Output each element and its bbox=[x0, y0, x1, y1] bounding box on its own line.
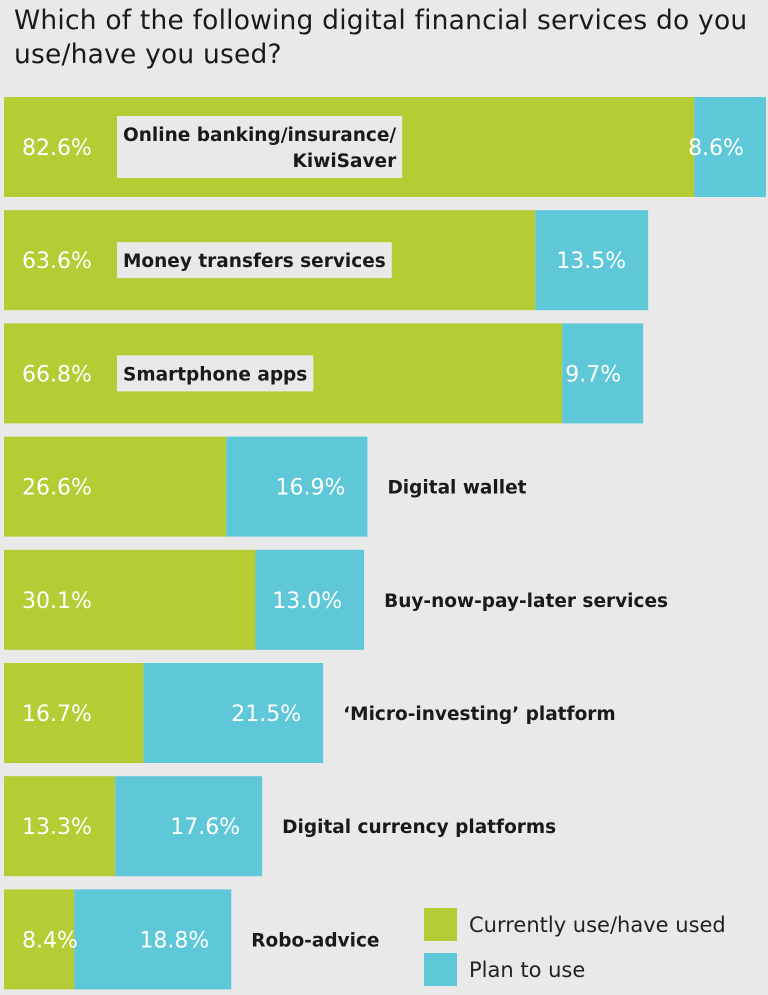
bar-current-digital-wallet bbox=[4, 436, 227, 537]
svg-text:Digital currency platforms: Digital currency platforms bbox=[282, 817, 556, 838]
bar-plan-smartphone-apps bbox=[562, 323, 644, 424]
svg-text:Buy-now-pay-later services: Buy-now-pay-later services bbox=[384, 591, 668, 612]
category-label-robo-advice: Robo-advice bbox=[251, 930, 379, 951]
value-label-plan-micro-investing-platform: 21.5% bbox=[231, 702, 301, 727]
legend: Currently use/have used Plan to use bbox=[424, 902, 726, 992]
value-label-plan-robo-advice: 18.8% bbox=[139, 928, 209, 953]
category-label-buy-now-pay-later-services: Buy-now-pay-later services bbox=[384, 591, 668, 612]
svg-text:Money transfers services: Money transfers services bbox=[123, 251, 386, 272]
value-label-current-smartphone-apps: 66.8% bbox=[22, 362, 92, 387]
legend-swatch-current bbox=[424, 908, 457, 941]
bar-plan-robo-advice bbox=[74, 889, 232, 990]
category-label-money-transfers-services: Money transfers services bbox=[117, 242, 392, 279]
value-label-current-buy-now-pay-later-services: 30.1% bbox=[22, 589, 92, 614]
value-label-plan-online-banking-insurance-kiwisaver: 8.6% bbox=[688, 136, 744, 161]
bar-current-digital-currency-platforms bbox=[4, 776, 116, 877]
bar-plan-digital-currency-platforms bbox=[115, 776, 263, 877]
legend-label-plan: Plan to use bbox=[469, 957, 586, 982]
category-label-digital-wallet: Digital wallet bbox=[387, 478, 526, 499]
value-label-plan-digital-currency-platforms: 17.6% bbox=[170, 815, 240, 840]
legend-swatch-plan bbox=[424, 953, 457, 986]
bar-plan-money-transfers-services bbox=[535, 210, 649, 311]
svg-text:Robo-advice: Robo-advice bbox=[251, 930, 379, 951]
legend-item-plan: Plan to use bbox=[424, 947, 726, 992]
bar-plan-online-banking-insurance-kiwisaver bbox=[694, 97, 766, 197]
category-label-micro-investing-platform: ‘Micro-investing’ platform bbox=[343, 704, 616, 725]
value-label-current-online-banking-insurance-kiwisaver: 82.6% bbox=[22, 136, 92, 161]
category-label-online-banking-insurance-kiwisaver: Online banking/insurance/KiwiSaver bbox=[117, 116, 403, 178]
bar-current-micro-investing-platform bbox=[4, 663, 144, 763]
value-label-plan-buy-now-pay-later-services: 13.0% bbox=[272, 589, 342, 614]
value-label-current-digital-currency-platforms: 13.3% bbox=[22, 815, 92, 840]
svg-text:Digital wallet: Digital wallet bbox=[387, 478, 526, 499]
bar-current-robo-advice bbox=[4, 889, 75, 990]
category-label-digital-currency-platforms: Digital currency platforms bbox=[282, 817, 556, 838]
bar-plan-buy-now-pay-later-services bbox=[255, 549, 365, 650]
value-label-plan-money-transfers-services: 13.5% bbox=[556, 249, 626, 274]
bar-plan-digital-wallet bbox=[226, 436, 368, 537]
legend-label-current: Currently use/have used bbox=[469, 912, 726, 937]
svg-text:Online banking/insurance/: Online banking/insurance/ bbox=[123, 125, 396, 146]
legend-item-current: Currently use/have used bbox=[424, 902, 726, 947]
bar-plan-micro-investing-platform bbox=[143, 663, 324, 763]
value-label-plan-digital-wallet: 16.9% bbox=[276, 476, 346, 501]
bar-current-buy-now-pay-later-services bbox=[4, 549, 256, 650]
category-label-smartphone-apps: Smartphone apps bbox=[117, 355, 314, 392]
value-label-current-digital-wallet: 26.6% bbox=[22, 476, 92, 501]
value-label-current-micro-investing-platform: 16.7% bbox=[22, 702, 92, 727]
value-label-plan-smartphone-apps: 9.7% bbox=[565, 362, 621, 387]
svg-text:‘Micro-investing’ platform: ‘Micro-investing’ platform bbox=[343, 704, 616, 725]
value-label-current-money-transfers-services: 63.6% bbox=[22, 249, 92, 274]
chart-title: Which of the following digital financial… bbox=[14, 5, 748, 70]
svg-text:Smartphone apps: Smartphone apps bbox=[123, 364, 307, 385]
svg-text:KiwiSaver: KiwiSaver bbox=[293, 151, 398, 172]
value-label-current-robo-advice: 8.4% bbox=[22, 928, 78, 953]
